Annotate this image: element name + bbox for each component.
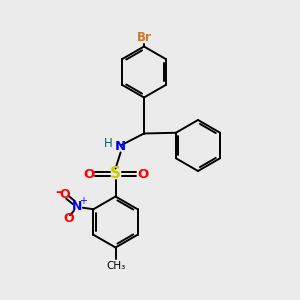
Text: O: O (137, 167, 148, 181)
Text: N: N (115, 140, 126, 154)
Text: -: - (55, 185, 61, 199)
Text: H: H (104, 137, 113, 150)
Text: S: S (110, 167, 121, 182)
Text: O: O (59, 188, 70, 201)
Text: O: O (63, 212, 74, 225)
Text: +: + (80, 196, 88, 206)
Text: CH₃: CH₃ (106, 261, 126, 271)
Text: Br: Br (136, 31, 152, 44)
Text: N: N (72, 200, 82, 213)
Text: O: O (83, 167, 94, 181)
